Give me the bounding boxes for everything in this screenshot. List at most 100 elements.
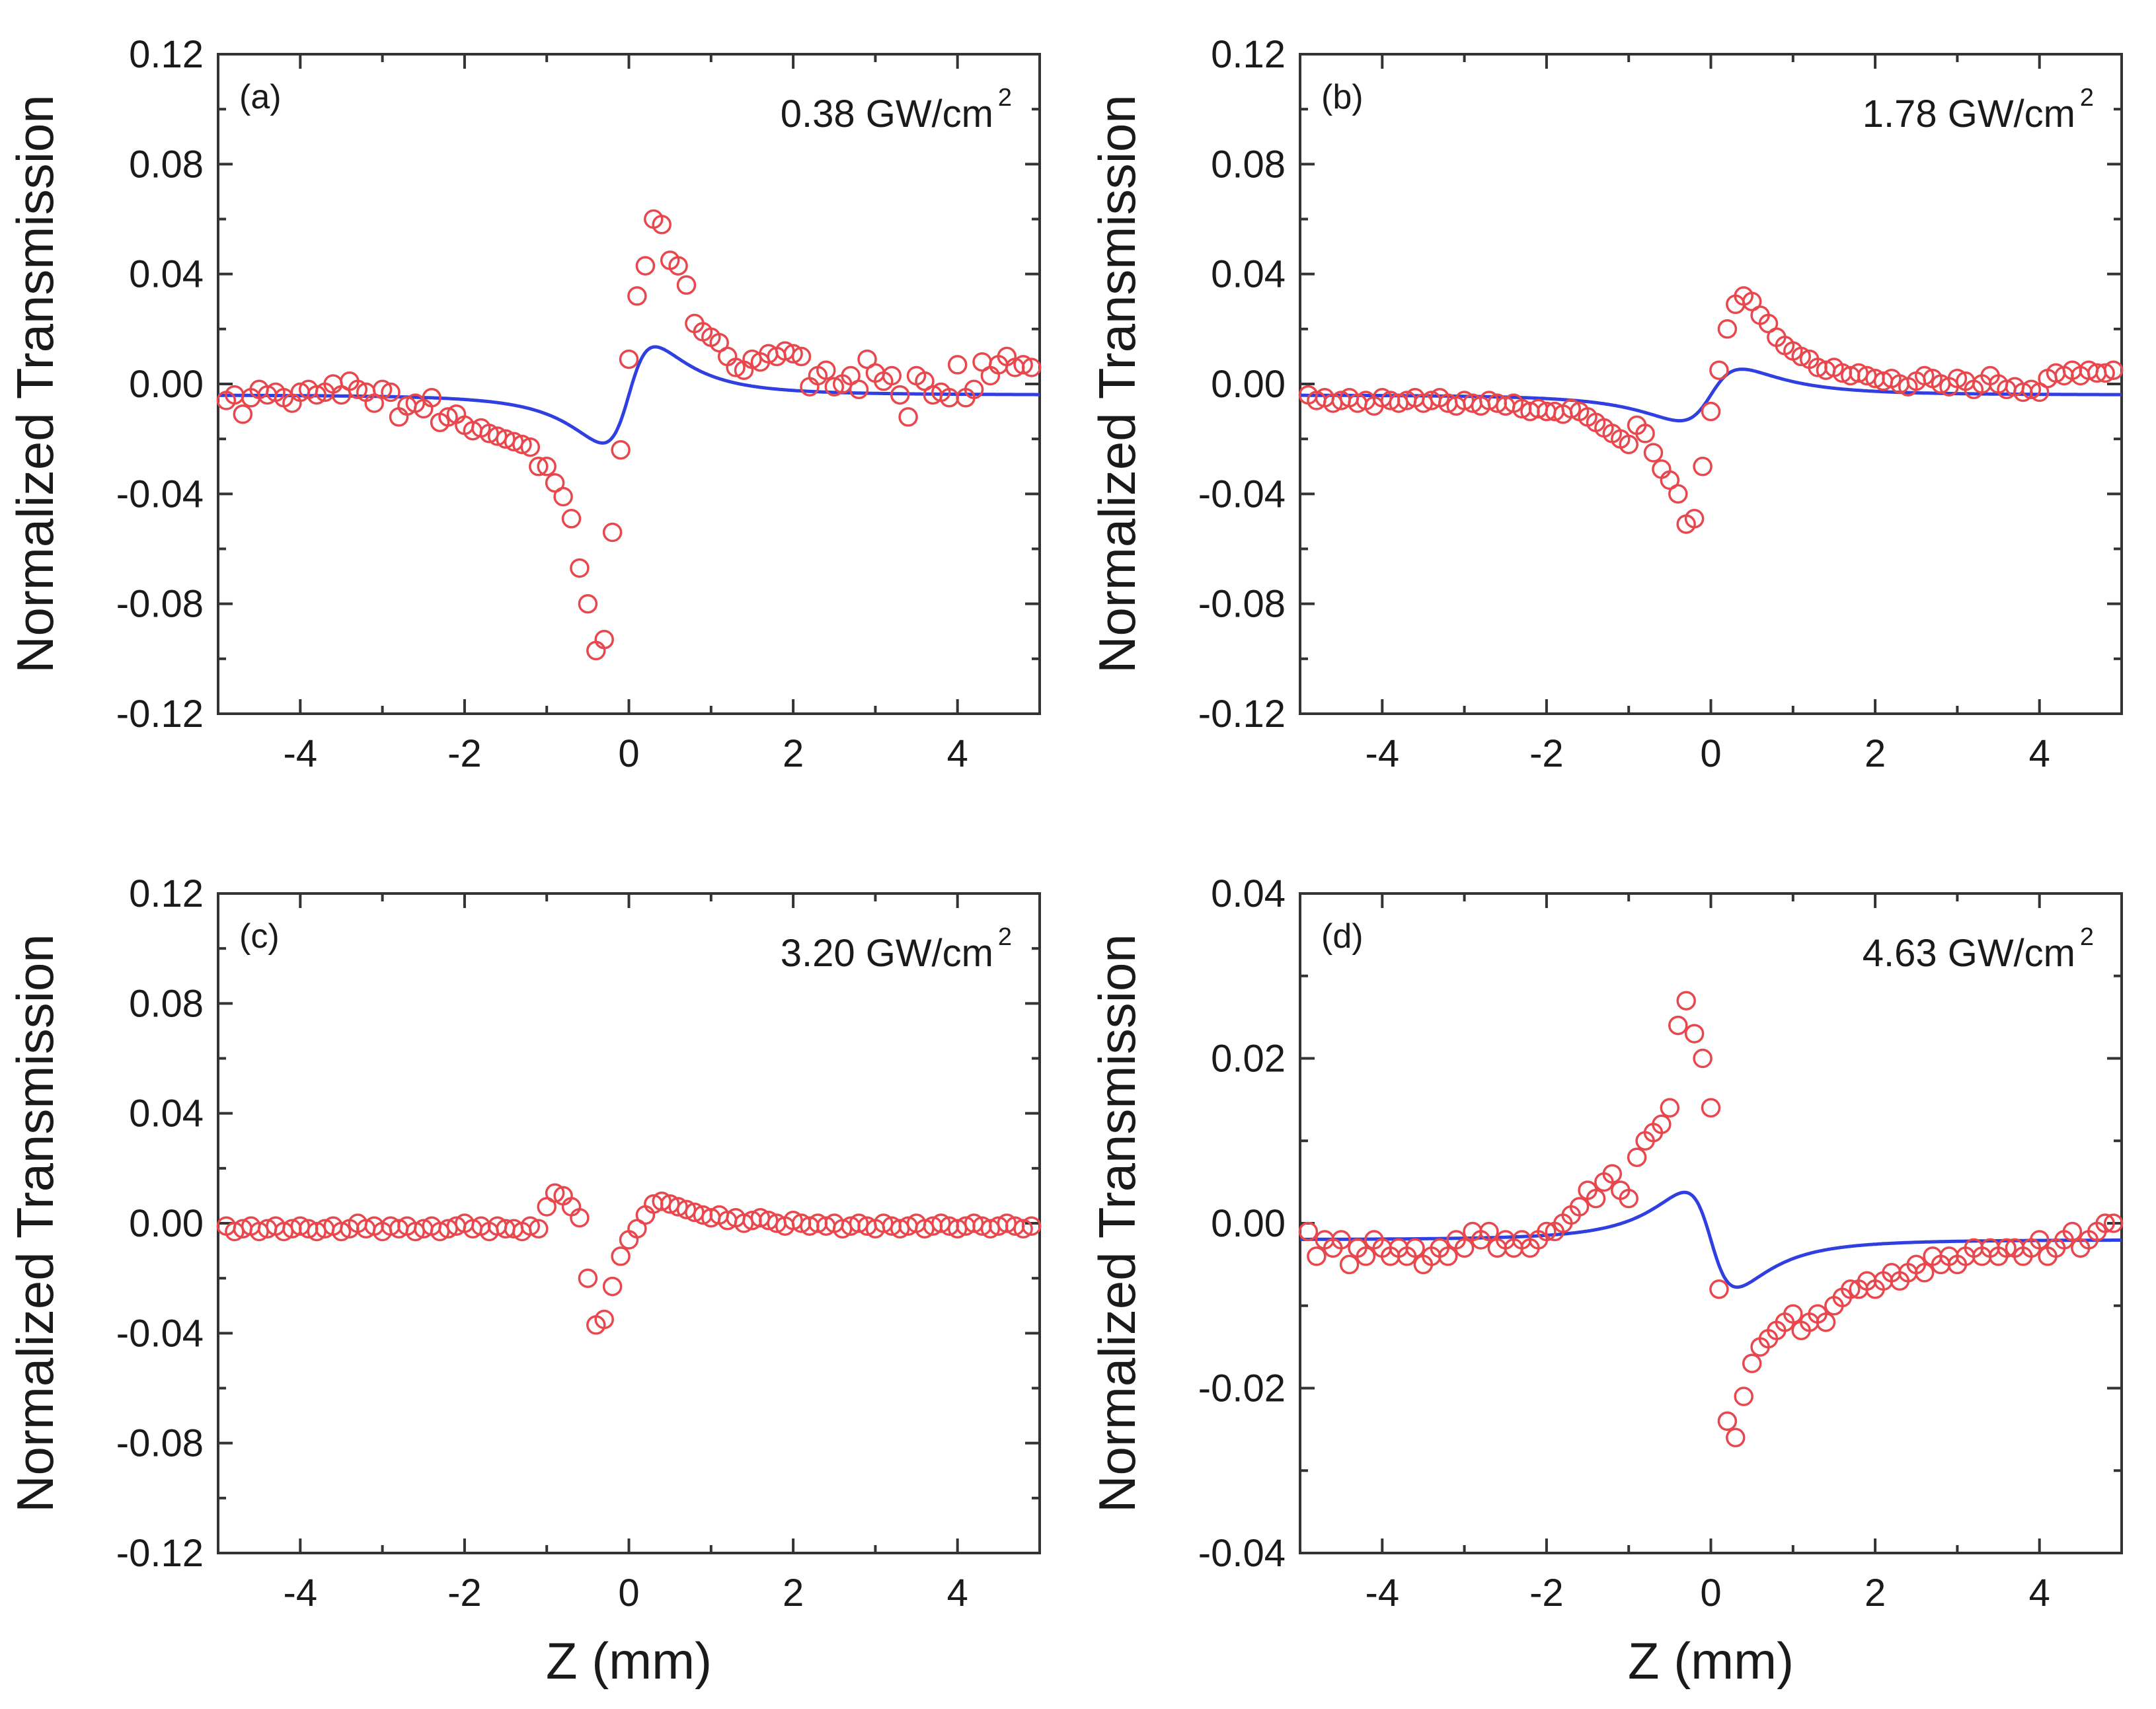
data-point [824, 377, 845, 397]
data-point [676, 275, 697, 295]
data-point [578, 1268, 598, 1288]
data-point [1013, 355, 1033, 375]
data-point [2029, 1230, 2050, 1250]
data-point [1298, 1221, 1319, 1242]
data-point [1709, 360, 1729, 380]
data-point [1676, 991, 1696, 1010]
panel-d: -4 -2 0 2 4 -0.04 -0.02 0.00 0.02 0.04 Normalized … [1088, 872, 2124, 1690]
data-point [2103, 360, 2124, 380]
data-point [561, 509, 582, 529]
y-tick-label: -0.08 [116, 1422, 204, 1465]
x-tick-label: -4 [1366, 732, 1400, 775]
data-point [1734, 1386, 1753, 1406]
y-tick-label: 0.04 [1211, 872, 1286, 915]
x-axis-title: Z (mm) [546, 1632, 712, 1690]
panel-b: -4 -2 0 2 4 -0.12 -0.08 -0.04 0.00 0.04 0.08 0.12 No… [1088, 33, 2124, 775]
data-point [1914, 1263, 1935, 1283]
data-point [529, 457, 549, 476]
y-axis-title: Normalized Transmission [6, 934, 64, 1513]
data-point [537, 457, 557, 476]
data-point [1660, 1098, 1680, 1118]
data-point [849, 379, 869, 400]
data-point [512, 434, 532, 455]
data-point [1537, 1221, 1557, 1242]
intensity-label: 3.20 GW/cm [781, 932, 993, 975]
data-point [1356, 1246, 1376, 1266]
y-tick-label: 0.12 [129, 33, 204, 76]
data-point [1619, 434, 1638, 455]
data-point [1561, 399, 1581, 419]
x-tick-label: 4 [2029, 1572, 2050, 1614]
data-point [652, 215, 672, 235]
data-point [520, 437, 541, 457]
y-tick-label: -0.08 [116, 583, 204, 626]
data-point [1693, 457, 1713, 476]
data-point [816, 360, 836, 380]
data-point [1602, 1164, 1623, 1184]
data-point [1479, 1221, 1499, 1242]
panel-a: -4 -2 0 2 4 -0.12 -0.08 -0.04 0.00 0.04 0.08 0.12 No… [6, 33, 1042, 775]
x-tick-label: -2 [447, 732, 482, 775]
x-tick-label: -2 [447, 1572, 482, 1614]
data-point [1684, 1024, 1705, 1044]
x-tick-label: 2 [1865, 732, 1886, 775]
data-point [570, 558, 590, 578]
data-point [1013, 1219, 1033, 1239]
data-point [627, 286, 647, 306]
y-tick-label: -0.12 [116, 1532, 204, 1575]
data-point [947, 355, 968, 375]
data-point [1627, 1147, 1647, 1167]
data-point [1701, 1098, 1721, 1118]
data-point [1783, 1304, 1803, 1324]
data-point [1701, 401, 1721, 422]
data-point [1668, 484, 1688, 504]
data-point [1742, 1353, 1762, 1373]
y-tick-label: -0.02 [1198, 1367, 1286, 1410]
data-point [594, 1309, 614, 1330]
panel-label: (b) [1321, 78, 1364, 116]
plot-frame [1299, 53, 2123, 715]
x-tick-label: 2 [783, 732, 804, 775]
y-tick-label: 0.04 [1211, 253, 1286, 296]
data-point [1405, 1238, 1425, 1258]
intensity-label-superscript: 2 [2080, 923, 2094, 951]
data-point [791, 346, 812, 367]
x-tick-label: -2 [1529, 1572, 1564, 1614]
data-point [635, 256, 656, 276]
data-point [783, 344, 803, 364]
y-tick-label: -0.12 [116, 693, 204, 736]
data-point [307, 385, 327, 405]
data-point [1643, 443, 1664, 463]
x-tick-label: 4 [947, 1572, 968, 1614]
data-point [611, 1246, 631, 1266]
data-point [1454, 1238, 1475, 1258]
data-point [233, 404, 253, 424]
data-point [1569, 1197, 1590, 1217]
data-point [1791, 346, 1811, 367]
panel-label: (d) [1321, 917, 1364, 956]
x-tick-label: 0 [618, 732, 639, 775]
y-tick-label: 0.08 [129, 143, 204, 186]
data-point [2095, 363, 2115, 383]
y-axis-title: Normalized Transmission [1088, 95, 1146, 673]
data-point [372, 379, 393, 400]
data-point [1717, 319, 1738, 339]
data-point [1717, 1411, 1738, 1431]
intensity-label-superscript: 2 [2080, 84, 2094, 112]
panel-c: -4 -2 0 2 4 -0.12 -0.08 -0.04 0.00 0.04 0.08 0.12 No… [6, 872, 1042, 1690]
data-point [1841, 1279, 1861, 1299]
y-tick-label: -0.12 [1198, 693, 1286, 736]
y-tick-label: 0.00 [129, 1202, 204, 1245]
y-tick-label: -0.04 [116, 473, 204, 515]
fit-curve [1300, 367, 2122, 423]
data-point [602, 522, 623, 543]
data-point [1684, 509, 1705, 529]
data-point [890, 385, 910, 405]
y-tick-label: 0.00 [1211, 1202, 1286, 1245]
x-tick-label: -4 [1366, 1572, 1400, 1614]
data-point [578, 593, 598, 614]
intensity-label-superscript: 2 [998, 923, 1012, 951]
x-tick-label: 0 [618, 1572, 639, 1614]
data-point [1668, 1015, 1688, 1036]
